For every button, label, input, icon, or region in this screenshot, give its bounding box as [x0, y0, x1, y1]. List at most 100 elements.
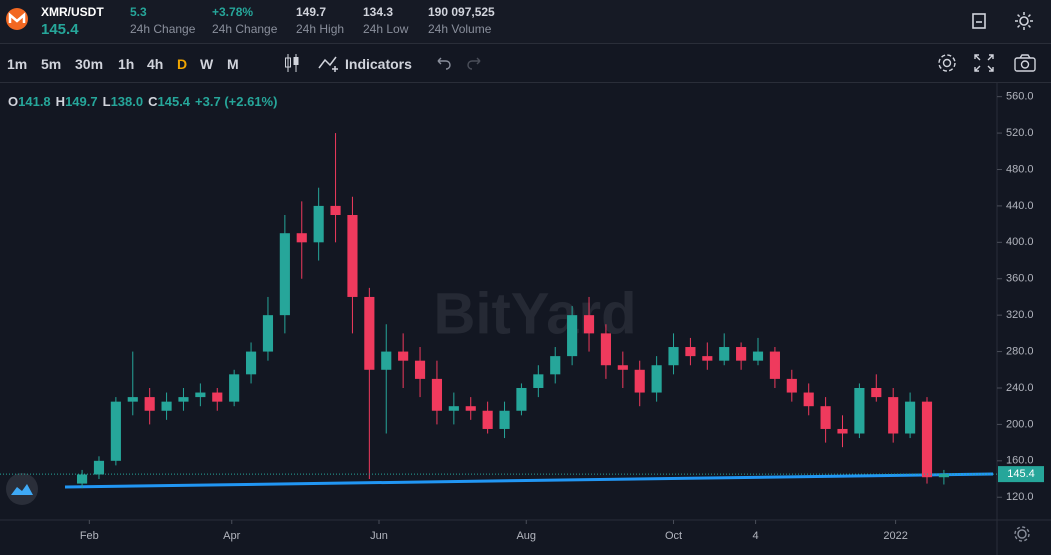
interval[interactable]: 4h: [147, 56, 164, 72]
indicators-icon[interactable]: [318, 54, 342, 72]
price: 145.4: [41, 21, 79, 38]
ohlc-value: 141.8: [18, 94, 51, 109]
candle-type-icon[interactable]: [283, 53, 301, 73]
stat-value: 190 097,525: [428, 5, 495, 19]
candle-body: [820, 406, 831, 429]
theme-icon[interactable]: [1015, 12, 1033, 30]
x-tick-label: 2022: [883, 530, 907, 542]
ohlc-value: 138.0: [110, 94, 144, 109]
candle-body: [905, 401, 916, 434]
settings-icon[interactable]: [1014, 526, 1030, 542]
candle-body: [803, 392, 814, 407]
ohlc-legend: O141.8 H149.7 L138.0 C145.4 +3.7 (+2.61%): [8, 94, 277, 109]
stat-label: 24h High: [296, 22, 345, 36]
candle-body: [719, 347, 730, 361]
candle-body: [685, 347, 696, 357]
ohlc-value: 149.7: [65, 94, 98, 109]
candle-body: [245, 351, 257, 375]
candle-body: [347, 215, 358, 297]
interval[interactable]: 1m: [7, 56, 28, 72]
trend-line[interactable]: [64, 472, 994, 489]
chart-tools[interactable]: [937, 53, 1041, 73]
candle-body: [888, 397, 899, 434]
candle-body: [634, 369, 645, 393]
candle-body: [921, 401, 933, 478]
stat-value: 5.3: [130, 5, 147, 19]
candle-body: [398, 351, 409, 361]
y-tick-label: 320.0: [1006, 309, 1034, 321]
stat-value: 149.7: [296, 5, 327, 19]
candle-body: [313, 205, 324, 243]
y-tick-label: 240.0: [1006, 382, 1034, 394]
candle-body: [752, 351, 764, 361]
candle-body: [279, 233, 290, 316]
candle-body: [482, 410, 493, 429]
candle-body: [127, 397, 138, 402]
candle-body: [938, 474, 949, 478]
candle-body: [651, 365, 662, 393]
candle-body: [381, 351, 392, 370]
candle-body: [600, 333, 611, 366]
stat-value: 134.3: [363, 5, 394, 19]
candle-body: [161, 401, 172, 411]
ohlc-value: 145.4: [157, 94, 191, 109]
y-tick-label: 160.0: [1006, 455, 1034, 467]
candle-body: [533, 374, 544, 388]
y-tick-label: 520.0: [1006, 127, 1034, 139]
candle-body: [448, 406, 459, 411]
ohlc-key: C: [148, 94, 158, 109]
interval[interactable]: 30m: [75, 56, 104, 72]
candle-body: [465, 406, 476, 411]
interval[interactable]: M: [227, 56, 239, 72]
candle-body: [431, 378, 443, 411]
candle-body: [364, 296, 375, 370]
candle-body: [871, 387, 882, 398]
candle-body: [195, 392, 206, 398]
symbol[interactable]: XMR/USDT: [41, 5, 104, 19]
last-price-label: 145.4: [1007, 468, 1035, 480]
candle-body: [330, 205, 341, 216]
candle-body: [212, 392, 223, 402]
y-tick-label: 360.0: [1006, 273, 1034, 285]
stat-value: +3.78%: [212, 5, 254, 19]
y-tick-label: 440.0: [1006, 200, 1034, 212]
x-tick-label: Feb: [80, 530, 99, 542]
candle-body: [178, 397, 189, 402]
book-icon[interactable]: [971, 13, 987, 29]
candle-body: [567, 315, 578, 357]
candle-body: [736, 347, 747, 361]
ohlc-key: O: [8, 94, 19, 109]
undo-redo[interactable]: [434, 56, 484, 70]
x-tick-label: 4: [753, 530, 759, 542]
toolbar: 1m 5m 30m 1h 4h D W M Indicators: [0, 44, 1051, 83]
y-tick-label: 200.0: [1006, 418, 1034, 430]
candle-body: [499, 410, 510, 429]
last-price-box: [998, 466, 1044, 483]
candle-body: [617, 365, 628, 370]
candle-body: [110, 401, 121, 461]
chart: BitYard 120.0160.0200.0240.0280.0320.036…: [0, 83, 1051, 555]
x-tick-label: Oct: [665, 530, 682, 542]
interval[interactable]: 1h: [118, 56, 135, 72]
x-tick-label: Apr: [223, 530, 240, 542]
candle-body: [144, 397, 155, 411]
candle-body: [414, 360, 426, 379]
y-tick-label: 120.0: [1006, 491, 1034, 503]
candle-body: [550, 356, 561, 375]
logo-button[interactable]: [6, 473, 38, 505]
interval[interactable]: D: [177, 56, 188, 72]
interval[interactable]: 5m: [41, 56, 62, 72]
x-tick-label: Aug: [516, 530, 536, 542]
candle-body: [77, 474, 88, 484]
interval[interactable]: W: [200, 56, 214, 72]
x-tick-label: Jun: [370, 530, 388, 542]
candle-body: [516, 387, 527, 411]
candle-body: [583, 315, 595, 334]
y-tick-label: 400.0: [1006, 236, 1034, 248]
indicators[interactable]: Indicators: [345, 56, 412, 72]
candle-body: [702, 356, 713, 361]
ohlc-key: L: [102, 94, 111, 109]
stat-label: 24h Change: [212, 22, 278, 36]
candle-body: [854, 387, 865, 434]
